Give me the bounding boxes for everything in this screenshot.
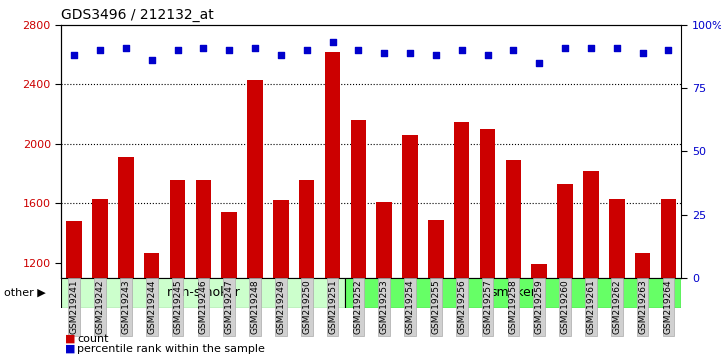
- Bar: [660, 199, 676, 278]
- Text: GSM219251: GSM219251: [328, 280, 337, 335]
- Text: GSM219249: GSM219249: [276, 280, 286, 334]
- Bar: [144, 253, 159, 278]
- Point: [327, 40, 338, 45]
- Bar: [583, 171, 598, 278]
- Text: GSM219246: GSM219246: [199, 280, 208, 334]
- Point: [482, 52, 493, 58]
- Point: [68, 52, 80, 58]
- Text: ■: ■: [65, 344, 76, 354]
- Point: [120, 45, 132, 50]
- Text: GSM219257: GSM219257: [483, 280, 492, 335]
- Point: [172, 47, 183, 53]
- Point: [301, 47, 312, 53]
- Text: GSM219244: GSM219244: [147, 280, 156, 334]
- Bar: [479, 129, 495, 278]
- Point: [559, 45, 571, 50]
- Bar: [170, 179, 185, 278]
- Point: [198, 45, 209, 50]
- Point: [585, 45, 597, 50]
- Text: GSM219259: GSM219259: [535, 280, 544, 335]
- Text: count: count: [77, 334, 109, 344]
- Text: GSM219252: GSM219252: [354, 280, 363, 334]
- Bar: [609, 199, 624, 278]
- Bar: [454, 121, 469, 278]
- Bar: [92, 199, 108, 278]
- Point: [663, 47, 674, 53]
- Bar: [221, 212, 237, 278]
- Bar: [299, 179, 314, 278]
- Point: [534, 60, 545, 65]
- Point: [611, 45, 622, 50]
- Point: [224, 47, 235, 53]
- Text: GSM219263: GSM219263: [638, 280, 647, 335]
- Bar: [345, 278, 681, 308]
- Bar: [66, 221, 82, 278]
- Text: GSM219243: GSM219243: [121, 280, 131, 334]
- Bar: [247, 80, 262, 278]
- Text: non-smoker: non-smoker: [167, 286, 240, 299]
- Text: GSM219250: GSM219250: [302, 280, 311, 335]
- Bar: [402, 135, 417, 278]
- Bar: [428, 220, 443, 278]
- Bar: [350, 120, 366, 278]
- Text: ■: ■: [65, 334, 76, 344]
- Point: [637, 50, 648, 56]
- Text: GSM219264: GSM219264: [664, 280, 673, 334]
- Text: GSM219261: GSM219261: [586, 280, 596, 335]
- Point: [430, 52, 442, 58]
- Point: [456, 47, 467, 53]
- Text: percentile rank within the sample: percentile rank within the sample: [77, 344, 265, 354]
- Bar: [61, 278, 345, 308]
- Text: GSM219255: GSM219255: [431, 280, 441, 335]
- Text: GSM219258: GSM219258: [509, 280, 518, 335]
- Text: other ▶: other ▶: [4, 288, 45, 298]
- Bar: [531, 264, 547, 278]
- Bar: [634, 253, 650, 278]
- Point: [404, 50, 416, 56]
- Bar: [324, 52, 340, 278]
- Bar: [195, 179, 211, 278]
- Bar: [273, 200, 288, 278]
- Text: GSM219241: GSM219241: [70, 280, 79, 334]
- Text: GSM219260: GSM219260: [561, 280, 570, 335]
- Bar: [557, 184, 572, 278]
- Point: [94, 47, 106, 53]
- Point: [146, 57, 157, 63]
- Text: GSM219254: GSM219254: [406, 280, 415, 334]
- Bar: [376, 202, 392, 278]
- Text: GSM219262: GSM219262: [612, 280, 622, 334]
- Text: smoker: smoker: [490, 286, 536, 299]
- Bar: [505, 160, 521, 278]
- Point: [275, 52, 287, 58]
- Point: [249, 45, 261, 50]
- Point: [379, 50, 390, 56]
- Text: GDS3496 / 212132_at: GDS3496 / 212132_at: [61, 8, 214, 22]
- Point: [353, 47, 364, 53]
- Point: [508, 47, 519, 53]
- Text: GSM219253: GSM219253: [380, 280, 389, 335]
- Text: GSM219256: GSM219256: [457, 280, 466, 335]
- Text: GSM219245: GSM219245: [173, 280, 182, 334]
- Text: GSM219248: GSM219248: [251, 280, 260, 334]
- Bar: [118, 157, 133, 278]
- Text: GSM219247: GSM219247: [225, 280, 234, 334]
- Text: GSM219242: GSM219242: [96, 280, 105, 334]
